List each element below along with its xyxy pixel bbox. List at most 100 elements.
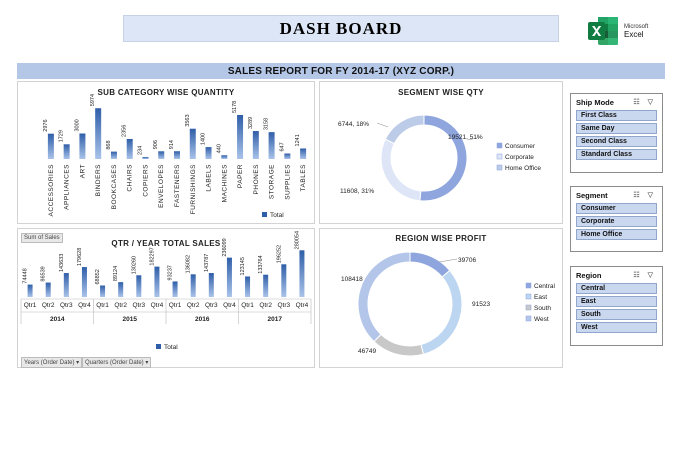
- data-label: 182297: [149, 247, 155, 265]
- quarter-label: Qtr1: [241, 302, 254, 309]
- data-label: 68852: [95, 269, 101, 284]
- slicer-segment-icons[interactable]: ☷ ▽: [633, 192, 656, 199]
- category-label: MACHINES: [221, 164, 228, 202]
- data-label: 1241: [295, 134, 301, 146]
- segment-title: SEGMENT WISE QTY: [398, 88, 484, 97]
- slicer-item-first-class[interactable]: First Class: [576, 110, 657, 121]
- region-data-label: 91523: [472, 301, 490, 308]
- data-label: 130260: [131, 256, 137, 274]
- bar-accessories: [47, 133, 54, 159]
- category-label: CHAIRS: [127, 164, 134, 192]
- data-label: 1400: [201, 133, 207, 145]
- legend-swatch: [496, 153, 503, 160]
- quarters-field-label: Quarters (Order Date): [85, 360, 144, 366]
- segment-leader-line: [376, 122, 389, 128]
- sum-of-sales-button[interactable]: Sum of Sales: [21, 233, 63, 243]
- legend-swatch: [496, 142, 503, 149]
- category-label: PAPER: [237, 164, 244, 188]
- legend-swatch: [525, 293, 532, 300]
- quarter-label: Qtr2: [187, 302, 200, 309]
- data-label: 280054: [294, 231, 300, 249]
- quarter-label: Qtr1: [24, 302, 37, 309]
- slicer-item-home-office[interactable]: Home Office: [576, 229, 657, 240]
- category-label: APPLIANCES: [64, 164, 71, 210]
- data-label: 3289: [248, 117, 254, 129]
- legend-label: West: [534, 316, 549, 323]
- quarter-label: Qtr3: [132, 302, 145, 309]
- region-panel[interactable]: REGION WISE PROFIT 39706 91523 46749 108418…: [319, 228, 563, 368]
- sub-category-panel[interactable]: SUB CATEGORY WISE QUANTITY 2976 ACCESSORI…: [17, 81, 315, 224]
- segment-slice-consumer: [419, 114, 468, 202]
- legend-label: Corporate: [505, 154, 534, 161]
- category-label: SUPPLIES: [284, 164, 291, 200]
- data-label: 906: [153, 140, 159, 149]
- slicer-item-second-class[interactable]: Second Class: [576, 136, 657, 147]
- category-label: BINDERS: [95, 164, 102, 197]
- slicer-item-standard-class[interactable]: Standard Class: [576, 149, 657, 160]
- data-label: 3563: [185, 114, 191, 126]
- slicer-region-header: Region ☷ ▽: [571, 267, 662, 283]
- qtr-panel[interactable]: Sum of Sales QTR / YEAR TOTAL SALES 7444…: [17, 228, 315, 368]
- data-label: 440: [216, 144, 222, 153]
- bar-2015-qtr3: [136, 275, 142, 297]
- slicer-item-same-day[interactable]: Same Day: [576, 123, 657, 134]
- segment-slice-home-office: [384, 114, 425, 145]
- segment-leader-line: [467, 136, 482, 141]
- bar-2014-qtr3: [63, 273, 69, 297]
- bar-2015-qtr4: [154, 266, 160, 297]
- bar-binders: [95, 108, 102, 159]
- sub-category-title: SUB CATEGORY WISE QUANTITY: [97, 88, 235, 97]
- legend-label: Central: [534, 283, 556, 290]
- legend-swatch: [496, 164, 503, 171]
- slicer-item-consumer[interactable]: Consumer: [576, 203, 657, 214]
- data-label: 89124: [113, 266, 119, 281]
- years-field-label: Years (Order Date): [24, 360, 75, 366]
- data-label: 133764: [258, 255, 264, 273]
- legend-label: Total: [164, 344, 178, 351]
- slicer-ship-mode-icons[interactable]: ☷ ▽: [633, 99, 656, 106]
- region-data-label: 39706: [458, 257, 476, 264]
- dashboard-title: DASH BOARD: [279, 18, 403, 38]
- data-label: 196252: [276, 245, 282, 263]
- quarter-label: Qtr3: [205, 302, 218, 309]
- quarter-label: Qtr3: [277, 302, 290, 309]
- category-label: FURNISHINGS: [190, 164, 197, 214]
- bar-2017-qtr1: [245, 276, 251, 297]
- slicer-item-east[interactable]: East: [576, 296, 657, 307]
- slicer-item-corporate[interactable]: Corporate: [576, 216, 657, 227]
- segment-data-label: 11608, 31%: [340, 188, 374, 195]
- legend-swatch: [156, 344, 161, 349]
- category-label: PHONES: [253, 164, 260, 195]
- data-label: 2976: [43, 119, 49, 131]
- region-slice-south: [373, 333, 425, 357]
- years-field-button[interactable]: Years (Order Date) ▾: [21, 357, 83, 368]
- region-chart: 39706 91523 46749 108418 Central East South Wes…: [341, 251, 556, 357]
- slicer-region-icons[interactable]: ☷ ▽: [633, 272, 656, 279]
- category-label: ACCESSORIES: [48, 164, 55, 217]
- region-slice-east: [420, 269, 463, 355]
- segment-panel[interactable]: SEGMENT WISE QTY 19521, 51% 11608, 31% 674…: [319, 81, 563, 224]
- data-label: 3000: [74, 119, 80, 131]
- region-slice-west: [357, 251, 411, 343]
- quarters-field-button[interactable]: Quarters (Order Date) ▾: [82, 357, 152, 368]
- bar-2014-qtr2: [45, 282, 51, 297]
- quarter-label: Qtr2: [259, 302, 272, 309]
- legend-swatch: [525, 315, 532, 322]
- bar-2016-qtr3: [208, 273, 214, 297]
- report-banner: SALES REPORT FOR FY 2014-17 (XYZ CORP.): [17, 63, 665, 79]
- slicer-item-west[interactable]: West: [576, 322, 657, 333]
- data-label: 236099: [222, 238, 228, 256]
- data-label: 123145: [240, 257, 246, 275]
- quarter-label: Qtr1: [169, 302, 182, 309]
- bar-2015-qtr1: [100, 285, 106, 297]
- data-label: 2356: [122, 125, 128, 137]
- qtr-title: QTR / YEAR TOTAL SALES: [111, 239, 221, 248]
- region-title: REGION WISE PROFIT: [395, 234, 487, 243]
- quarter-label: Qtr2: [114, 302, 127, 309]
- year-label: 2016: [195, 316, 210, 323]
- slicer-segment-header: Segment ☷ ▽: [571, 187, 662, 203]
- slicer-item-central[interactable]: Central: [576, 283, 657, 294]
- slicer-item-south[interactable]: South: [576, 309, 657, 320]
- excel-logo-line1: Microsoft: [624, 24, 649, 30]
- bar-chairs: [126, 138, 133, 159]
